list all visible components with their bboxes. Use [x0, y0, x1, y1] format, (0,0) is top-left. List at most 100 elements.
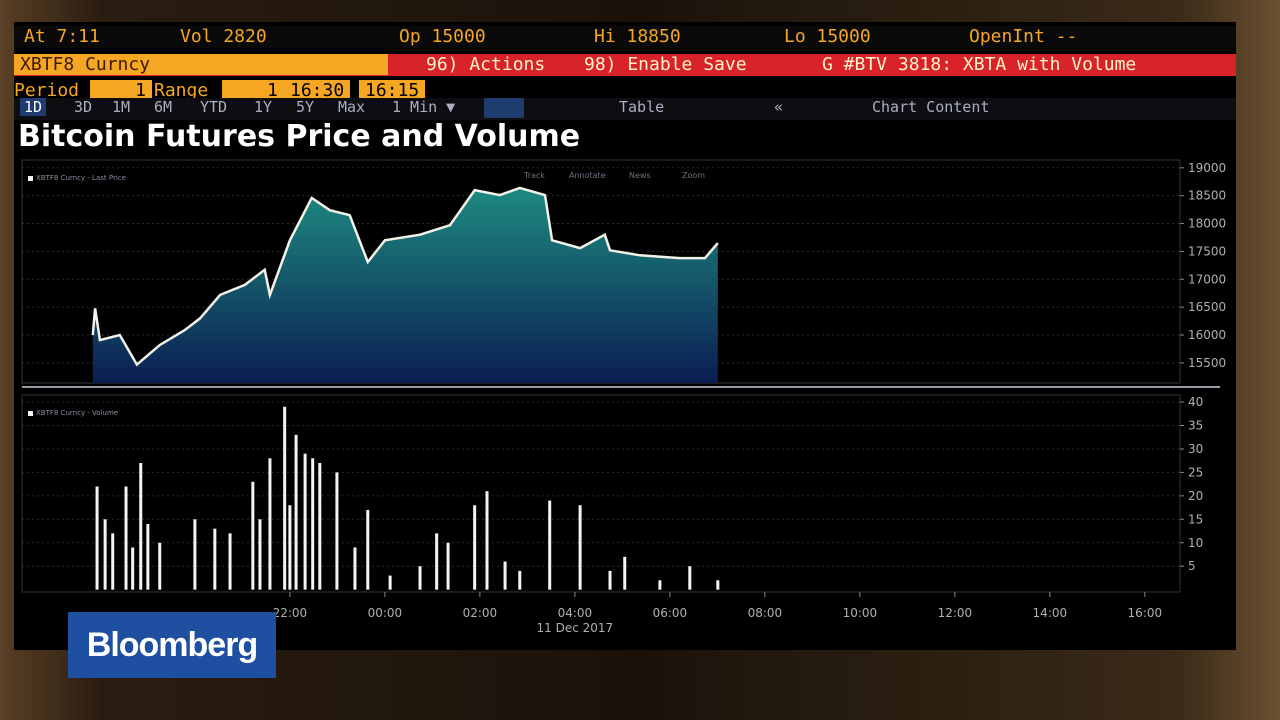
- volume-bar: [95, 486, 99, 590]
- volume-bar: [578, 505, 582, 590]
- volume-bar: [418, 566, 422, 590]
- range-tab[interactable]: 1M: [112, 98, 131, 116]
- range-value[interactable]: 1: [222, 80, 284, 101]
- volume-bar: [251, 481, 255, 590]
- enable-save[interactable]: 98) Enable Save: [584, 54, 747, 75]
- price-line: [91, 186, 719, 367]
- command-bar: XBTF8 Curncy 96) Actions 98) Enable Save…: [14, 54, 1236, 76]
- volume-bar: [716, 580, 720, 590]
- range-tab[interactable]: YTD: [200, 98, 228, 116]
- actions[interactable]: 96) Actions: [426, 54, 546, 75]
- toolbar: Table « Chart Content 1D 3D 1M 6M YTD 1Y 5Y Max…: [14, 98, 1236, 120]
- x-tick-label: 10:00: [843, 606, 878, 620]
- range-start[interactable]: 16:30: [284, 80, 351, 101]
- volume-bar: [288, 505, 292, 590]
- range-end[interactable]: 16:15: [359, 80, 426, 101]
- range-tab[interactable]: Max: [338, 98, 366, 116]
- volume-bar: [158, 542, 162, 590]
- volume-bar: [623, 556, 627, 590]
- range-tab[interactable]: 1Y: [254, 98, 273, 116]
- open-interest: OpenInt --: [969, 26, 1078, 47]
- x-date-label: 11 Dec 2017: [537, 621, 614, 635]
- volume-bar: [193, 519, 197, 590]
- volume-bar: [503, 561, 507, 590]
- volume-bar: [435, 533, 439, 590]
- chart-content-button[interactable]: Chart Content: [872, 98, 990, 116]
- volume-bar: [518, 570, 522, 590]
- volume-bar: [473, 505, 477, 590]
- y-tick-label: 5: [1188, 559, 1196, 573]
- volume-bar: [228, 533, 232, 590]
- volume-bar: [446, 542, 450, 590]
- y-tick-label: 19000: [1188, 161, 1226, 175]
- chart-title: Bitcoin Futures Price and Volume: [18, 119, 580, 154]
- y-tick-label: 10: [1188, 536, 1203, 550]
- range-tab[interactable]: 1 Min ▼: [392, 98, 456, 116]
- y-tick-label: 30: [1188, 442, 1203, 456]
- ticker[interactable]: XBTF8 Curncy: [14, 54, 388, 75]
- x-tick-label: 04:00: [558, 606, 593, 620]
- y-tick-label: 35: [1188, 418, 1203, 432]
- y-tick-label: 18500: [1188, 189, 1226, 203]
- volume-bar: [311, 458, 315, 590]
- range-tab[interactable]: 3D: [74, 98, 93, 116]
- range-tab[interactable]: 5Y: [296, 98, 315, 116]
- y-tick-label: 16000: [1188, 328, 1226, 342]
- collapse-button[interactable]: «: [774, 98, 784, 116]
- y-tick-label: 15: [1188, 512, 1203, 526]
- low: Lo 15000: [784, 26, 871, 47]
- volume-bar: [146, 523, 150, 590]
- table-button[interactable]: Table: [619, 98, 665, 116]
- x-tick-label: 06:00: [653, 606, 688, 620]
- quote-bar: At 7:11 Vol 2820 Op 15000 Hi 18850 Lo 15…: [14, 26, 1236, 48]
- legend-swatch: [28, 411, 33, 416]
- volume-bar: [103, 519, 107, 590]
- x-tick-label: 22:00: [273, 606, 308, 620]
- period-value[interactable]: 1: [90, 80, 152, 101]
- volume-bar: [335, 472, 339, 590]
- terminal-screen: At 7:11 Vol 2820 Op 15000 Hi 18850 Lo 15…: [14, 22, 1236, 650]
- logo: Bloomberg: [68, 612, 276, 678]
- volume-bar: [213, 528, 217, 590]
- legend-entry: XBTF8 Curncy - Last Price: [36, 174, 126, 182]
- period-label: Period: [14, 80, 80, 101]
- x-tick-label: 14:00: [1033, 606, 1068, 620]
- y-tick-label: 17000: [1188, 272, 1226, 286]
- chart-tool: Zoom: [682, 171, 705, 180]
- function-name: G #BTV 3818: XBTA with Volume: [822, 54, 1137, 75]
- volume-bar: [658, 580, 662, 590]
- y-tick-label: 18000: [1188, 217, 1226, 231]
- x-tick-label: 00:00: [368, 606, 403, 620]
- volume-bar: [366, 509, 370, 590]
- y-tick-label: 20: [1188, 489, 1203, 503]
- chart: Bitcoin Futures Price and Volume Track An…: [18, 119, 1226, 635]
- y-tick-label: 40: [1188, 395, 1203, 409]
- volume-bar: [139, 463, 143, 590]
- vol: Vol 2820: [180, 26, 267, 47]
- y-tick-label: 25: [1188, 465, 1203, 479]
- y-tick-label: 17500: [1188, 244, 1226, 258]
- x-tick-label: 12:00: [938, 606, 973, 620]
- x-tick-label: 16:00: [1128, 606, 1163, 620]
- high: Hi 18850: [594, 26, 681, 47]
- y-tick-label: 16500: [1188, 300, 1226, 314]
- volume-bar: [268, 458, 272, 590]
- chart-type-button[interactable]: [484, 98, 524, 118]
- range-tab[interactable]: 6M: [154, 98, 173, 116]
- open: Op 15000: [399, 26, 486, 47]
- volume-bar: [131, 547, 135, 590]
- settings-bar: Period 1 Range 1 16:30 16:15: [14, 80, 1236, 102]
- volume-bar: [283, 406, 287, 590]
- range-tab[interactable]: 1D: [20, 98, 47, 116]
- range-label: Range: [154, 80, 209, 101]
- volume-bar: [485, 491, 489, 590]
- chart-tool: Track: [523, 171, 545, 180]
- chart-tool: Annotate: [569, 171, 606, 180]
- x-tick-label: 02:00: [463, 606, 498, 620]
- price-area: [92, 187, 718, 383]
- volume-bar: [303, 453, 307, 590]
- volume-bar: [124, 486, 128, 590]
- plot-frame: [21, 394, 1181, 593]
- at: At 7:11: [24, 26, 100, 47]
